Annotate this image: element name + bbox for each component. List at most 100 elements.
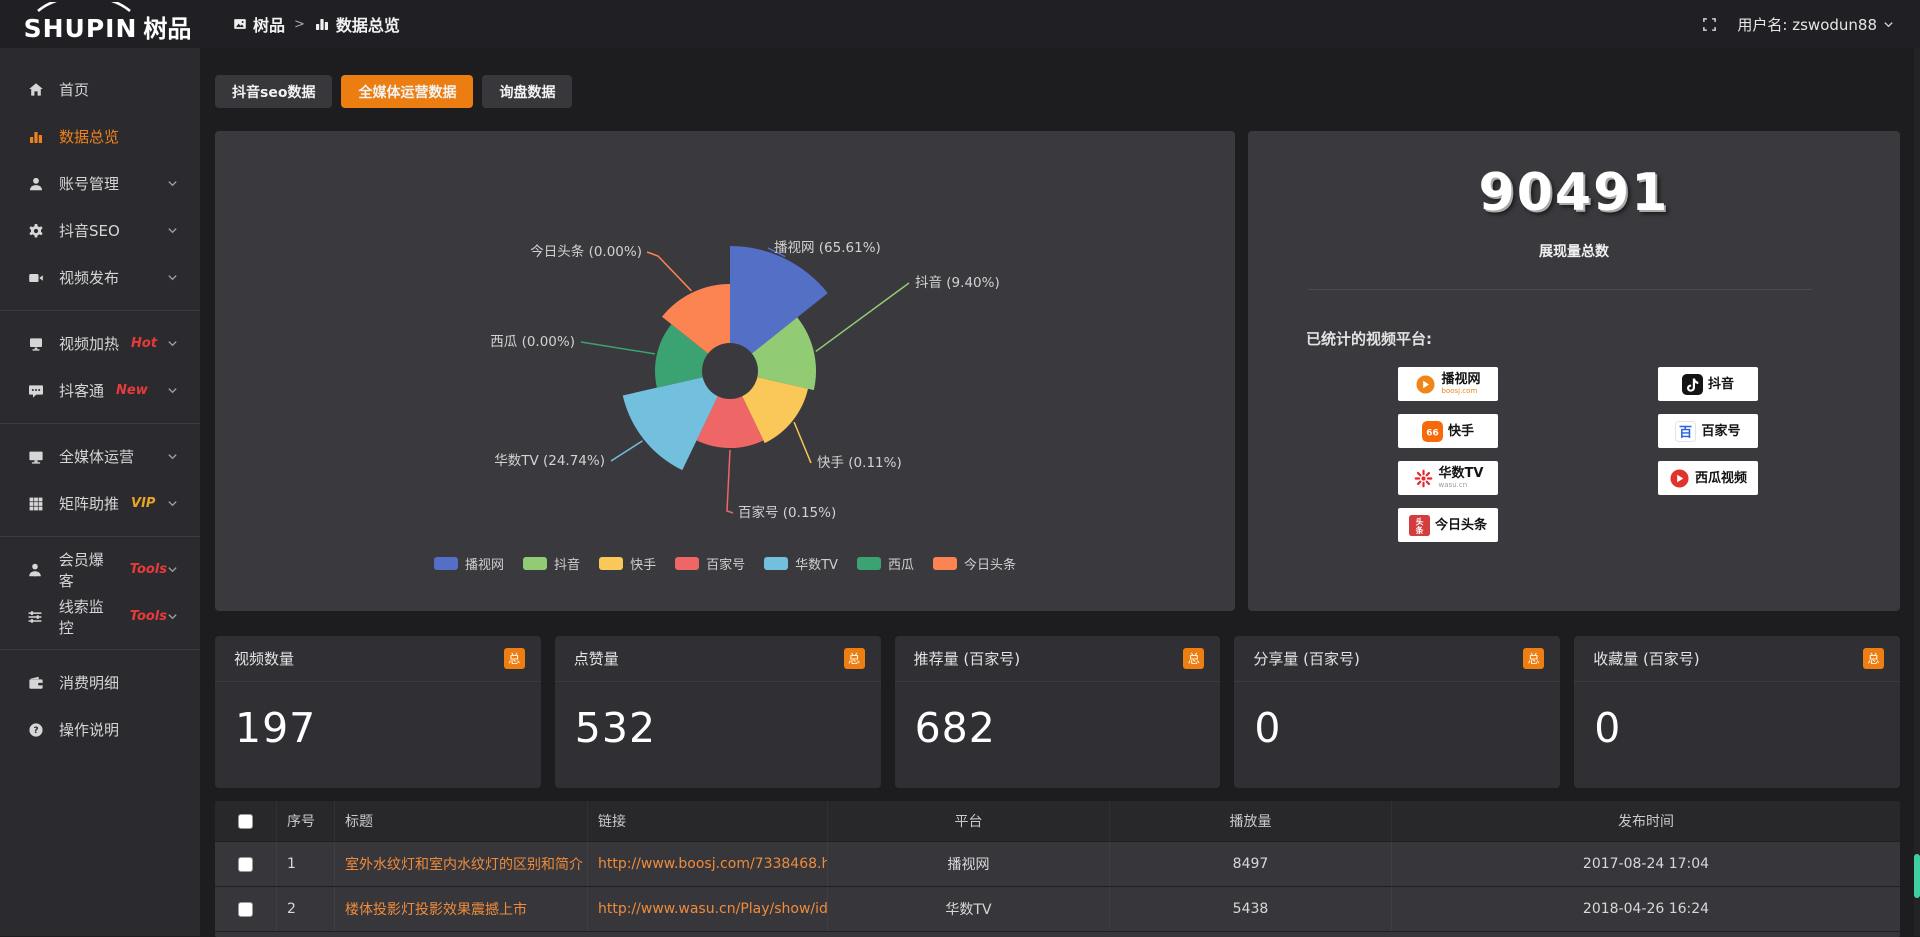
table-header-cell: 链接 — [588, 801, 828, 841]
legend-swatch — [932, 557, 957, 570]
row-plays-cell: 5438 — [1110, 887, 1392, 931]
platform-badge-抖音: 抖音 — [1658, 367, 1758, 401]
row-checkbox[interactable] — [238, 856, 253, 872]
platform-badge-华数TV: 华数TV wasu.cn — [1398, 461, 1498, 495]
logo-text-cn: 树品 — [143, 15, 192, 43]
home-icon — [27, 81, 44, 98]
sidebar-item-1[interactable]: 首页 — [0, 66, 200, 113]
row-plays-cell: 8497 — [1110, 842, 1392, 886]
total-badge: 总 — [503, 648, 525, 669]
select-all-checkbox[interactable] — [238, 813, 253, 829]
pie-slice-百家号 — [696, 396, 764, 448]
chevron-down-icon — [167, 498, 178, 509]
pie-label-百家号: 百家号 (0.15%) — [738, 504, 836, 521]
legend-item-快手[interactable]: 快手 — [599, 554, 656, 573]
table-row: 1 室外水纹灯和室内水纹灯的区别和简介 http://www.boosj.com/7… — [215, 841, 1900, 886]
legend-item-今日头条[interactable]: 今日头条 — [932, 554, 1016, 573]
label-line-抖音 — [815, 282, 910, 353]
chevron-down-icon — [167, 564, 178, 575]
video-title-link[interactable]: 楼体投影灯投影效果震撼上市 — [345, 902, 527, 918]
sidebar-item-10[interactable]: 会员爆客 Tools — [0, 546, 200, 593]
sidebar-divider — [0, 423, 200, 424]
total-badge: 总 — [1862, 648, 1884, 669]
sidebar-item-11[interactable]: 线索监控 Tools — [0, 593, 200, 640]
user-menu[interactable]: 用户名: zswodun88 — [1737, 14, 1894, 35]
legend-item-西瓜[interactable]: 西瓜 — [856, 554, 914, 573]
scrollbar-thumb[interactable] — [1914, 854, 1920, 898]
sidebar-item-9[interactable]: 矩阵助推 VIP — [0, 480, 200, 527]
platforms-right-column: 抖音百百家号 西瓜视频 — [1658, 367, 1758, 495]
tab-1[interactable]: 抖音seo数据 — [215, 75, 333, 108]
breadcrumb-current[interactable]: 数据总览 — [314, 12, 400, 36]
platform-name: 今日头条 — [1434, 517, 1487, 533]
svg-text:?: ? — [33, 726, 38, 736]
stat-card-value: 682 — [914, 704, 996, 752]
table-row-partial — [215, 931, 1900, 937]
table-header-cell: 序号 — [277, 801, 335, 841]
legend-label: 百家号 — [706, 558, 746, 573]
platforms-label: 已统计的视频平台: — [1306, 330, 1432, 348]
sidebar-item-tag: New — [116, 383, 148, 398]
table-header-cell: 标题 — [335, 801, 588, 841]
sidebar-item-label: 线索监控 — [58, 597, 104, 637]
platform-name: 百家号 — [1701, 423, 1741, 439]
legend-item-播视网[interactable]: 播视网 — [434, 554, 504, 573]
pie-slice-今日头条 — [661, 284, 730, 354]
legend-item-抖音[interactable]: 抖音 — [523, 554, 580, 573]
data-table: 序号 标题 链接 平台 播放量 发布时间 1 室外水纹灯和室内水纹灯的区别和简介 http://… — [215, 801, 1900, 937]
photo-icon — [233, 17, 247, 31]
sidebar-item-6[interactable]: 视频加热 Hot — [0, 320, 200, 367]
table-header-row: 序号 标题 链接 平台 播放量 发布时间 — [215, 801, 1900, 841]
question-icon: ? — [27, 721, 44, 738]
sidebar-item-label: 抖客通 — [59, 382, 105, 400]
sidebar-item-2[interactable]: 数据总览 — [0, 113, 200, 160]
sidebar: 首页 数据总览 账号管理抖音SEO 视频发布视频加热 Hot 抖客通 New 全媒体运营 矩阵助… — [0, 48, 200, 936]
legend-swatch — [523, 557, 548, 570]
sidebar-item-5[interactable]: 视频发布 — [0, 254, 200, 301]
stat-card-header: 分享量 (百家号) 总 — [1234, 636, 1561, 682]
page-scrollbar[interactable] — [1914, 48, 1920, 936]
douyin-icon — [1681, 373, 1703, 395]
video-url-link[interactable]: http://www.boosj.com/7338468.html — [598, 856, 828, 872]
sidebar-item-13[interactable]: ? 操作说明 — [0, 706, 200, 753]
pie-label-抖音: 抖音 (9.40%) — [915, 274, 1000, 291]
legend-item-华数TV[interactable]: 华数TV — [764, 554, 838, 573]
sidebar-item-4[interactable]: 抖音SEO — [0, 207, 200, 254]
stat-card-header: 视频数量 总 — [215, 636, 541, 682]
chevron-down-icon — [1883, 19, 1894, 30]
logo-text-en: SHUPIN — [23, 14, 138, 43]
platform-text: 百家号 — [1701, 425, 1740, 438]
legend-item-百家号[interactable]: 百家号 — [675, 554, 745, 573]
summary-divider — [1308, 289, 1812, 290]
tab-3[interactable]: 询盘数据 — [482, 75, 573, 108]
total-badge: 总 — [1523, 648, 1545, 669]
row-link-cell: http://www.wasu.cn/Play/show/id/952... — [588, 887, 828, 931]
sidebar-item-7[interactable]: 抖客通 New — [0, 367, 200, 414]
stat-card-3: 推荐量 (百家号) 总 682 — [894, 636, 1221, 788]
charts-row: 播视网 (65.61%) 抖音 (9.40%) 快手 (0.11%) 百家号 (0.1… — [215, 131, 1900, 611]
breadcrumb-root[interactable]: 树品 — [233, 12, 285, 36]
tab-2[interactable]: 全媒体运营数据 — [341, 75, 474, 108]
platform-text: 播视网 boosj.com — [1441, 373, 1480, 395]
table-header-cell: 平台 — [828, 801, 1110, 841]
stat-cards-row: 视频数量总 197 点赞量总 532 推荐量 (百家号) 总 682 分享量 (百家号) 总 0 收… — [215, 636, 1900, 788]
row-checkbox[interactable] — [238, 901, 253, 917]
video-title-link[interactable]: 室外水纹灯和室内水纹灯的区别和简介 — [345, 857, 583, 873]
platform-text: 西瓜视频 — [1695, 472, 1747, 485]
summary-panel: 90491 展现量总数 已统计的视频平台: 播视网 boosj.com 66 快手 华数… — [1248, 131, 1900, 611]
fullscreen-icon[interactable] — [1702, 17, 1717, 32]
impressions-total: 90491 — [1478, 163, 1670, 223]
xigua-icon — [1669, 468, 1690, 489]
platform-subtext: boosj.com — [1441, 387, 1478, 395]
sidebar-item-label: 抖音SEO — [59, 222, 120, 240]
video-url-link[interactable]: http://www.wasu.cn/Play/show/id/952... — [598, 901, 828, 917]
stat-card-header: 收藏量 (百家号) 总 — [1574, 636, 1900, 682]
user-icon — [27, 175, 44, 192]
row-checkbox-cell — [215, 887, 277, 931]
sidebar-item-3[interactable]: 账号管理 — [0, 160, 200, 207]
sidebar-item-12[interactable]: 消费明细 — [0, 659, 200, 706]
total-badge: 总 — [843, 648, 865, 669]
sidebar-item-8[interactable]: 全媒体运营 — [0, 433, 200, 480]
legend-label: 今日头条 — [963, 558, 1016, 573]
pie-label-西瓜: 西瓜 (0.00%) — [490, 334, 575, 350]
